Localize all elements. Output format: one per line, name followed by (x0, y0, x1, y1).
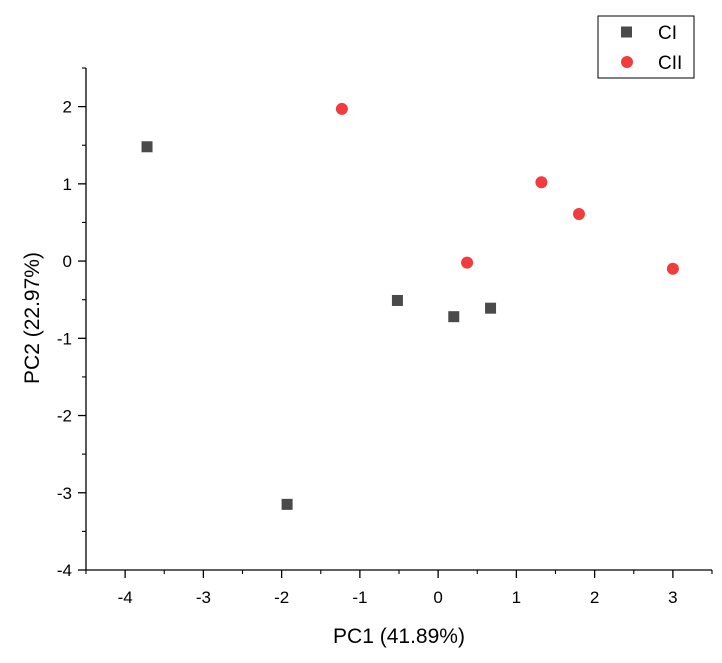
x-tick-label: 1 (512, 588, 521, 607)
y-tick-label: -4 (57, 561, 72, 580)
y-tick-label: -3 (57, 484, 72, 503)
data-point-cii (335, 102, 348, 115)
x-tick-label: -1 (352, 588, 367, 607)
axes (85, 68, 712, 571)
y-tick-label: 0 (63, 252, 72, 271)
x-tick-label: -2 (274, 588, 289, 607)
x-tick-label: -4 (118, 588, 133, 607)
y-tick-label: 2 (63, 98, 72, 117)
legend: CI CII (597, 15, 695, 79)
y-axis-title: PC2 (22.97%) (21, 252, 44, 384)
legend-marker-ci (621, 26, 632, 38)
data-point-ci (281, 498, 293, 510)
y-tick-label: -2 (57, 407, 72, 426)
data-points (141, 102, 679, 510)
x-axis-title: PC1 (41.89%) (333, 625, 465, 648)
x-tick-label: 3 (668, 588, 677, 607)
data-point-cii (572, 207, 585, 220)
legend-label-cii: CII (658, 53, 682, 74)
data-point-ci (485, 302, 497, 314)
x-tick-label: 2 (590, 588, 599, 607)
x-tick-label: 0 (433, 588, 442, 607)
data-point-ci (391, 294, 403, 306)
data-point-cii (461, 256, 474, 269)
y-axis-ticks: -4 -3 -2 -1 0 1 2 (57, 67, 86, 580)
y-tick-label: 1 (63, 175, 72, 194)
legend-box (597, 15, 695, 79)
data-point-ci (448, 311, 460, 323)
legend-marker-cii (621, 56, 633, 68)
data-point-cii (535, 176, 548, 189)
data-point-cii (666, 262, 679, 275)
legend-label-ci: CI (658, 23, 677, 44)
x-tick-label: -3 (196, 588, 211, 607)
data-point-ci (141, 141, 153, 153)
x-axis-ticks: -4 -3 -2 -1 0 1 2 3 (85, 570, 713, 607)
y-tick-label: -1 (57, 329, 72, 348)
